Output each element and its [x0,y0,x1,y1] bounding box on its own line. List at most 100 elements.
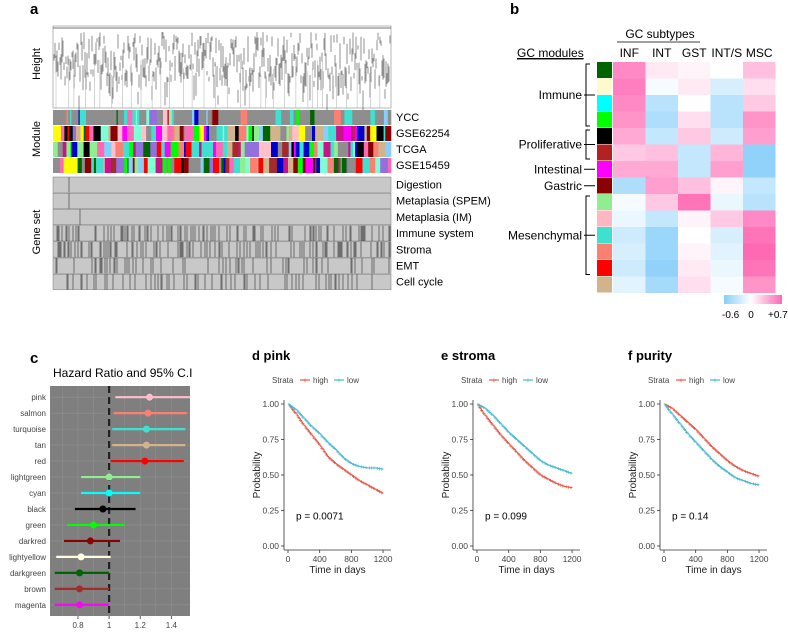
heatmap-cell [710,111,743,128]
heatmap-cell [710,95,743,112]
module-strip-segment [387,158,392,173]
module-strip-segment [68,110,71,125]
module-strip-segment [185,142,192,157]
module-strip-segment [247,110,249,125]
module-strip-segment [327,158,330,173]
height-axis-label: Height [31,48,43,80]
module-strip-segment [161,142,165,157]
module-strip-segment [355,142,358,157]
module-strip-segment [337,142,345,157]
module-strip-segment [227,126,236,141]
module-strip-segment [288,110,291,125]
module-strip-segment [135,142,142,157]
module-strip-segment [381,110,385,125]
module-strip-segment [302,158,306,173]
module-strip-segment [53,126,62,141]
module-strip-segment [380,158,389,173]
module-strip-segment [100,110,104,125]
group-label: Proliferative [519,138,583,152]
km-legend-mark: + [526,376,531,385]
module-strip-segment [264,110,272,125]
km-pvalue: p = 0.0071 [296,512,344,523]
module-strip-segment [62,142,67,157]
module-strip-segment [184,142,186,157]
geneset-row-label: Digestion [396,180,442,192]
module-strip-segment [334,110,342,125]
forest-point-darkred [86,537,94,545]
module-strip-segment [104,158,112,173]
geneset-strip-bg [52,209,392,226]
module-strip-segment [130,126,135,141]
forest-label-lightyellow: lightyellow [9,553,46,562]
module-strip-segment [320,126,324,141]
module-strip-segment [314,158,317,173]
km-title: f purity [628,348,673,363]
module-strip-segment [86,110,89,125]
module-strip-segment [209,158,214,173]
heatmap-cell [743,260,776,277]
module-strip-segment [375,158,381,173]
module-strip-segment [343,142,349,157]
geneset-hit-marks [56,225,391,241]
colorbar-label-mid: 0 [748,310,754,321]
module-strip-segment [157,110,164,125]
module-strip-row [53,158,392,173]
group-label: Gastric [544,179,582,193]
module-strip-segment [200,158,204,173]
km-legend-mark: + [679,376,684,385]
module-strip-segment [71,142,78,157]
module-strip-segment [213,158,220,173]
module-strip-segment [299,142,304,157]
module-strip-segment [69,110,72,125]
geneset-row-label: Immune system [396,228,474,240]
module-strip-segment [259,142,267,157]
module-strip-segment [150,142,158,157]
module-row-label: TCGA [396,144,427,156]
module-strip-segment [67,126,70,141]
km-y-axis-label: Probability [628,452,639,499]
module-strip-segment [271,110,276,125]
heatmap-cell [678,210,711,227]
forest-point-brown [76,585,84,593]
forest-point-pink [146,393,154,401]
module-strip-segment [139,110,142,125]
heatmap-cell [613,227,646,244]
km-legend-low: low [536,376,548,385]
module-strip-segment [174,158,182,173]
dendrogram [52,25,392,119]
module-strip-segment [370,126,377,141]
heatmap-column-header: GST [682,46,707,60]
module-strip-segment [293,158,299,173]
module-strip-segment [323,158,328,173]
km-legend-title: Strata [272,376,294,385]
module-strip-segment [282,142,289,157]
module-strip-segment [69,126,73,141]
forest-point-darkgreen [76,569,84,577]
geneset-hit-marks [66,274,373,290]
module-strip-segment [368,142,374,157]
module-strip-segment [375,110,382,125]
module-strip-segment [276,158,284,173]
km-ytick-label: 0.75 [451,435,468,445]
geneset-strip-row [52,241,392,258]
module-strip-segment [89,126,94,141]
geneset-row-label: Metaplasia (SPEM) [396,196,491,208]
module-strip-segment [291,142,295,157]
module-strip-segment [166,158,169,173]
module-strip-segment [174,126,180,141]
module-strip-segment [206,126,210,141]
module-strip-segment [383,110,389,125]
module-strip-segment [313,142,318,157]
module-swatch [597,78,612,95]
module-strip-segment [88,110,94,125]
forest-plot-background [50,386,190,616]
module-strip-segment [81,158,86,173]
heatmap-cell [710,161,743,178]
module-strip-row [53,126,392,141]
module-strip-segment [181,158,184,173]
heatmap-cell [743,161,776,178]
module-strip-segment [383,126,386,141]
module-strip-segment [191,142,200,157]
forest-label-red: red [34,457,46,466]
geneset-strip-bg [52,176,392,193]
